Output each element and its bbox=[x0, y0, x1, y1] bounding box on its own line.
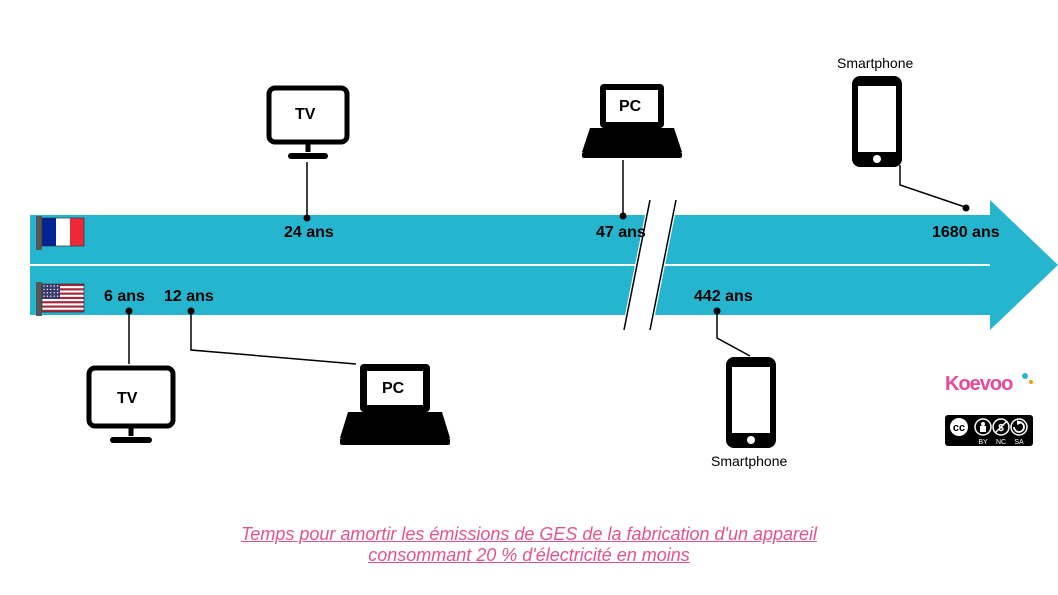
flag-usa bbox=[36, 282, 86, 316]
pc-top-connector bbox=[620, 160, 626, 220]
svg-text:SA: SA bbox=[1014, 439, 1024, 446]
tv-bottom-years: 6 ans bbox=[104, 288, 145, 306]
svg-text:NC: NC bbox=[996, 439, 1006, 446]
caption: Temps pour amortir les émissions de GES … bbox=[0, 524, 1058, 566]
pc-bottom-years: 12 ans bbox=[164, 288, 214, 306]
tv-top-connector bbox=[304, 162, 310, 222]
smartphone-bottom-label: Smartphone bbox=[711, 453, 787, 469]
pc-icon bbox=[582, 80, 682, 160]
flag-france bbox=[36, 216, 86, 250]
caption-line-2: consommant 20 % d'électricité en moins bbox=[368, 545, 690, 565]
smartphone-icon bbox=[850, 74, 904, 169]
pc-bottom-label: PC bbox=[382, 380, 404, 398]
pc-bottom-connector bbox=[188, 308, 368, 364]
smartphone-top-connector bbox=[900, 165, 980, 225]
pc-icon bbox=[340, 360, 450, 448]
pc-top-label: PC bbox=[619, 98, 641, 116]
smartphone-icon bbox=[724, 355, 778, 450]
svg-text:cc: cc bbox=[953, 422, 965, 434]
pc-top-years: 47 ans bbox=[596, 224, 646, 242]
koevoo-logo: Koevoo bbox=[945, 370, 1035, 398]
tv-top-years: 24 ans bbox=[284, 224, 334, 242]
smartphone-bottom-connector bbox=[714, 308, 754, 358]
tv-top-label: TV bbox=[295, 106, 315, 124]
smartphone-bottom-years: 442 ans bbox=[694, 288, 753, 306]
tv-bottom-label: TV bbox=[117, 390, 137, 408]
smartphone-top-label: Smartphone bbox=[837, 55, 913, 71]
smartphone-top-years: 1680 ans bbox=[932, 224, 1000, 242]
caption-line-1: Temps pour amortir les émissions de GES … bbox=[241, 524, 817, 544]
cc-license-badge: cc $ BY NC SA bbox=[945, 415, 1033, 446]
svg-text:Koevoo: Koevoo bbox=[945, 373, 1013, 395]
tv-bottom-connector bbox=[126, 308, 132, 364]
svg-text:BY: BY bbox=[978, 439, 988, 446]
